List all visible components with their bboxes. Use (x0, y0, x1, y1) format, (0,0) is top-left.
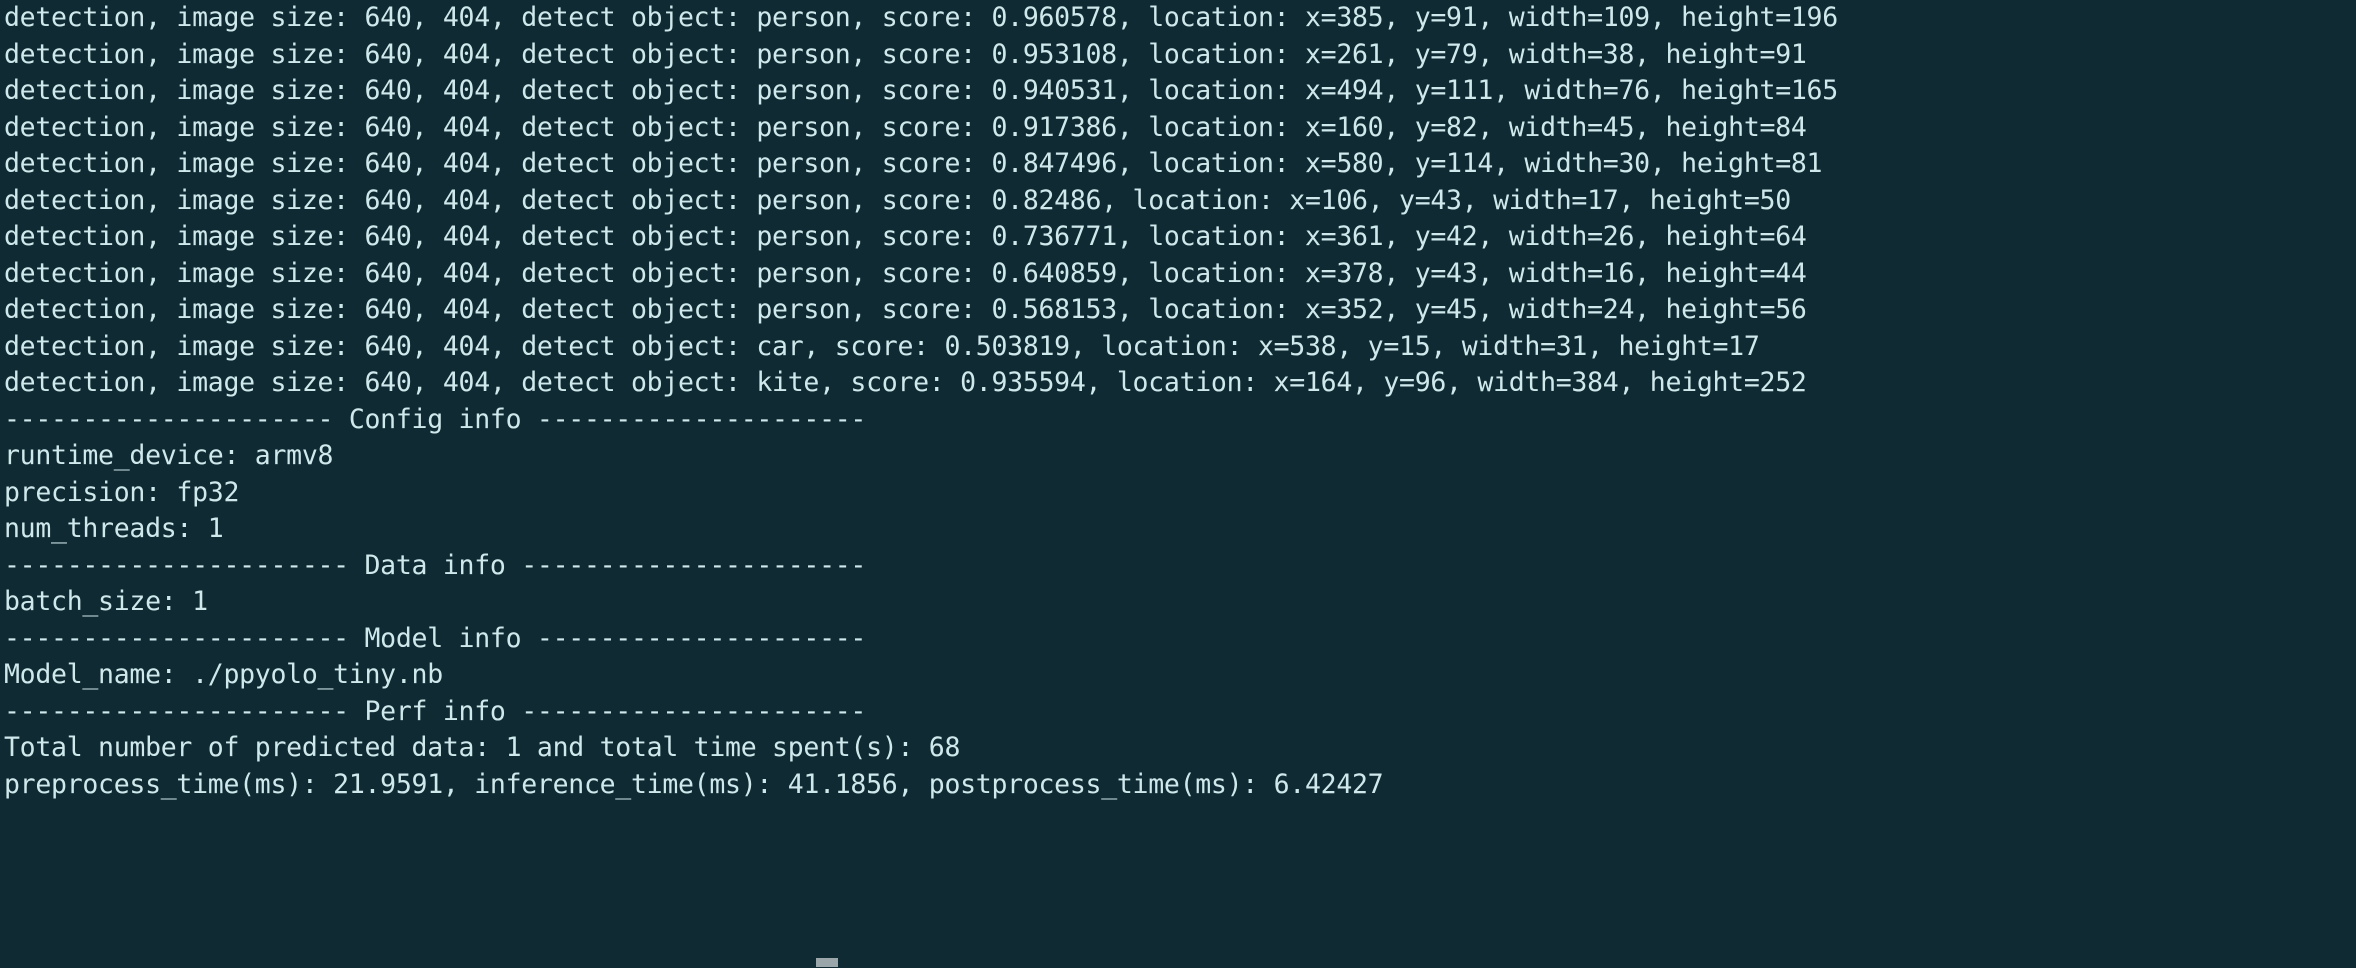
detection-line: detection, image size: 640, 404, detect … (4, 257, 1807, 289)
detection-line: detection, image size: 640, 404, detect … (4, 184, 1791, 216)
process-time-line: preprocess_time(ms): 21.9591, inference_… (4, 768, 1384, 800)
data-info-divider: ---------------------- Data info -------… (4, 549, 867, 581)
model-name-line: Model_name: ./ppyolo_tiny.nb (4, 659, 443, 690)
precision-line: precision: fp32 (4, 476, 240, 508)
detection-line: detection, image size: 640, 404, detect … (4, 38, 1807, 70)
config-info-divider: --------------------- Config info ------… (4, 403, 867, 435)
detection-line: detection, image size: 640, 404, detect … (4, 111, 1807, 143)
detection-line: detection, image size: 640, 404, detect … (4, 367, 1807, 398)
detection-line: detection, image size: 640, 404, detect … (4, 148, 1823, 179)
batch-size-line: batch_size: 1 (4, 586, 208, 617)
detection-line: detection, image size: 640, 404, detect … (4, 75, 1838, 106)
model-info-divider: ---------------------- Model info ------… (4, 622, 867, 654)
perf-info-divider: ---------------------- Perf info -------… (4, 695, 867, 727)
terminal-cursor (816, 958, 838, 967)
detection-line: detection, image size: 640, 404, detect … (4, 330, 1760, 362)
detection-line: detection, image size: 640, 404, detect … (4, 294, 1807, 325)
num-threads-line: num_threads: 1 (4, 513, 224, 544)
detection-line: detection, image size: 640, 404, detect … (4, 2, 1838, 33)
total-time-line: Total number of predicted data: 1 and to… (4, 732, 961, 763)
runtime-device-line: runtime_device: armv8 (4, 440, 334, 471)
detection-line: detection, image size: 640, 404, detect … (4, 221, 1807, 252)
